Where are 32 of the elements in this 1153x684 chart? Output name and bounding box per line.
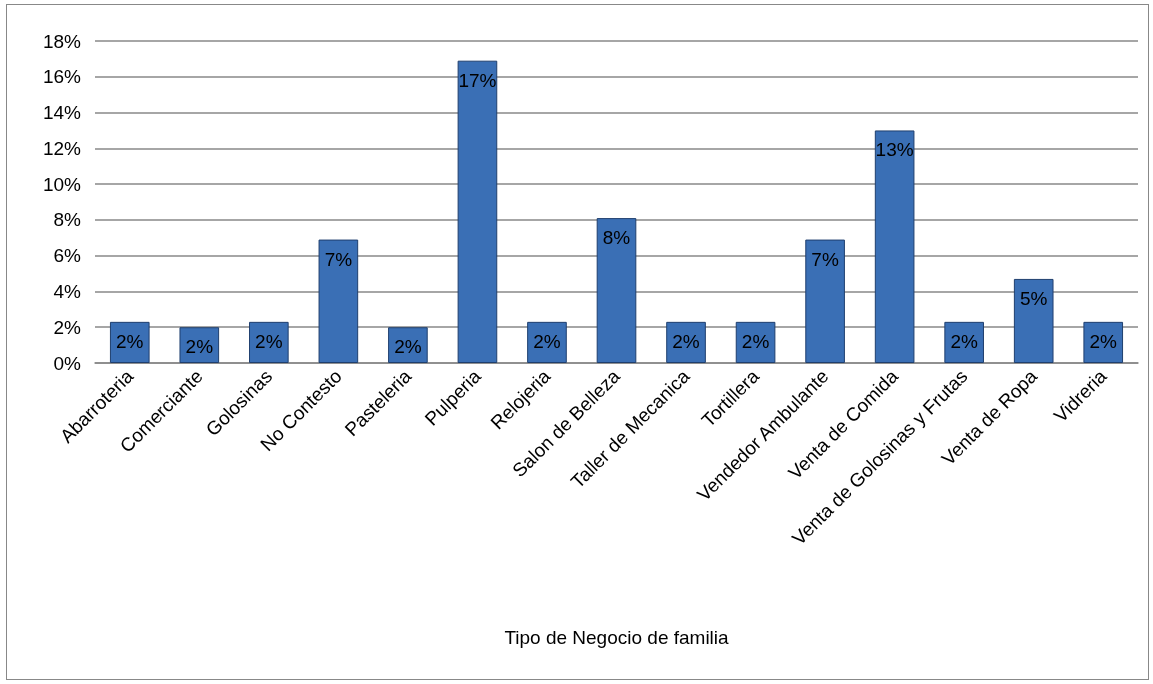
bar bbox=[596, 218, 637, 363]
y-tick-label: 14% bbox=[42, 102, 82, 124]
y-tick-label: 4% bbox=[53, 280, 82, 302]
data-label: 2% bbox=[672, 330, 700, 352]
data-label: 7% bbox=[811, 248, 839, 270]
data-label: 5% bbox=[1019, 287, 1048, 309]
y-tick-label: 10% bbox=[42, 173, 82, 195]
y-tick-label: 18% bbox=[42, 30, 82, 52]
data-label: 2% bbox=[533, 330, 561, 352]
y-tick-label: 0% bbox=[53, 352, 82, 374]
data-label: 2% bbox=[394, 336, 422, 358]
data-label: 2% bbox=[1089, 330, 1118, 352]
data-label: 2% bbox=[950, 330, 978, 352]
data-label: 7% bbox=[324, 248, 353, 270]
y-tick-label: 6% bbox=[53, 245, 82, 267]
bar bbox=[805, 239, 845, 363]
data-label: 2% bbox=[185, 336, 214, 358]
bar bbox=[874, 130, 915, 363]
data-label: 8% bbox=[602, 227, 631, 249]
data-label: 13% bbox=[875, 139, 914, 161]
data-label: 2% bbox=[255, 330, 283, 352]
y-tick-label: 12% bbox=[42, 137, 82, 159]
x-axis-title: Tipo de Negocio de familia bbox=[504, 627, 730, 648]
bar bbox=[1013, 278, 1054, 363]
y-tick-label: 2% bbox=[53, 316, 82, 338]
data-label: 2% bbox=[116, 330, 144, 352]
data-label: 2% bbox=[741, 330, 770, 352]
bar bbox=[318, 239, 359, 363]
data-label: 17% bbox=[458, 69, 497, 91]
bar bbox=[457, 60, 498, 363]
y-tick-label: 16% bbox=[42, 66, 82, 88]
y-tick-label: 8% bbox=[53, 209, 82, 231]
